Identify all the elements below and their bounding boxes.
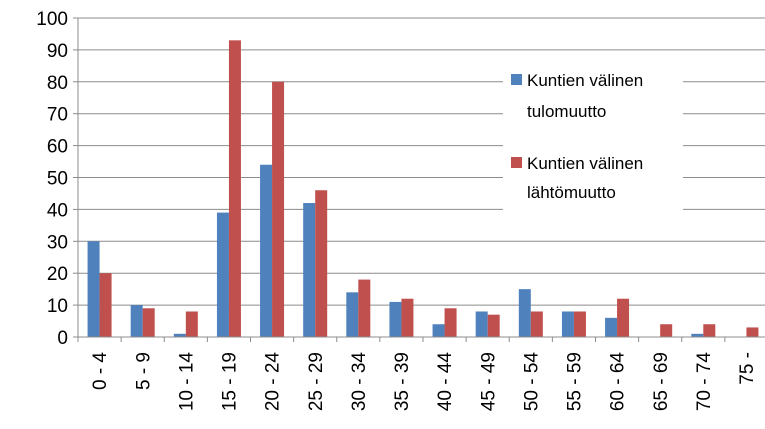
x-tick-label: 70 - 74 [694, 352, 715, 412]
bar-tulomuutto-9 [475, 311, 488, 337]
y-tick-label: 90 [47, 41, 68, 62]
y-tick-label: 100 [36, 9, 68, 30]
bar-lahtomuutto-6 [358, 279, 371, 337]
x-tick-label: 35 - 39 [392, 352, 413, 411]
bar-lahtomuutto-13 [660, 324, 673, 337]
bar-tulomuutto-11 [561, 311, 574, 337]
x-tick-label: 40 - 44 [435, 352, 456, 412]
x-tick-label: 5 - 9 [133, 352, 154, 390]
x-axis-ticks: 0 - 4 5 - 9 10 - 14 15 - 19 20 - 24 25 - 29 30… [77, 337, 758, 412]
y-tick-label: 60 [47, 137, 68, 158]
legend: Kuntien välinen tulomuutto Kuntien välin… [503, 66, 683, 216]
bar-tulomuutto-5 [303, 203, 316, 337]
x-tick-label: 15 - 19 [220, 352, 241, 411]
legend-background [503, 66, 683, 216]
x-tick-label: 0 - 4 [90, 352, 111, 390]
bar-lahtomuutto-8 [444, 308, 457, 337]
y-tick-label: 70 [47, 105, 68, 126]
y-tick-label: 20 [47, 264, 68, 285]
bar-tulomuutto-3 [216, 212, 229, 337]
bar-lahtomuutto-9 [487, 314, 500, 337]
bar-lahtomuutto-14 [703, 324, 716, 337]
x-tick-label: 55 - 59 [565, 352, 586, 411]
legend-swatch [511, 74, 522, 85]
x-tick-label: 45 - 49 [478, 352, 499, 411]
bar-lahtomuutto-3 [228, 40, 241, 338]
bar-tulomuutto-4 [260, 164, 273, 337]
y-tick-label: 50 [47, 169, 68, 190]
bar-tulomuutto-14 [691, 333, 704, 337]
x-tick-label: 25 - 29 [306, 352, 327, 411]
bars [87, 40, 759, 338]
y-tick-label: 10 [47, 296, 68, 317]
bar-lahtomuutto-10 [530, 311, 543, 337]
legend-label: Kuntien välinen [527, 154, 643, 173]
x-tick-label: 30 - 34 [349, 352, 370, 412]
bar-tulomuutto-2 [173, 333, 186, 337]
bar-tulomuutto-7 [389, 301, 402, 337]
y-tick-label: 0 [57, 328, 68, 349]
y-axis-ticks: 0 10 20 30 40 50 60 70 80 90 100 [36, 9, 78, 349]
x-tick-label: 10 - 14 [176, 352, 197, 412]
legend-label: Kuntien välinen [527, 71, 643, 90]
bar-tulomuutto-12 [605, 317, 618, 337]
x-tick-label: 75 - [737, 352, 758, 385]
bar-lahtomuutto-11 [573, 311, 586, 337]
y-tick-label: 40 [47, 200, 68, 221]
x-tick-label: 20 - 24 [263, 352, 284, 412]
bar-lahtomuutto-0 [99, 273, 112, 337]
legend-swatch [511, 157, 522, 168]
bar-lahtomuutto-2 [185, 311, 198, 337]
bar-tulomuutto-8 [432, 324, 445, 337]
legend-entry-tulomuutto: Kuntien välinen tulomuutto [511, 71, 643, 121]
legend-entry-lahtomuutto: Kuntien välinen lähtömuutto [511, 154, 643, 202]
bar-lahtomuutto-1 [142, 308, 155, 337]
y-tick-label: 30 [47, 232, 68, 253]
bar-tulomuutto-1 [130, 305, 143, 337]
y-tick-label: 80 [47, 73, 68, 94]
x-tick-label: 50 - 54 [521, 352, 542, 412]
x-tick-label: 65 - 69 [651, 352, 672, 411]
bar-tulomuutto-6 [346, 292, 359, 337]
bar-lahtomuutto-12 [617, 298, 630, 337]
bar-tulomuutto-10 [518, 289, 531, 337]
x-tick-label: 60 - 64 [608, 352, 629, 412]
legend-label: tulomuutto [527, 102, 606, 121]
bar-lahtomuutto-7 [401, 298, 414, 337]
bar-tulomuutto-0 [87, 241, 100, 337]
bar-lahtomuutto-5 [315, 190, 328, 337]
bar-lahtomuutto-15 [746, 327, 759, 337]
gridlines [78, 17, 765, 306]
bar-lahtomuutto-4 [272, 81, 285, 337]
legend-label: lähtömuutto [527, 183, 616, 202]
